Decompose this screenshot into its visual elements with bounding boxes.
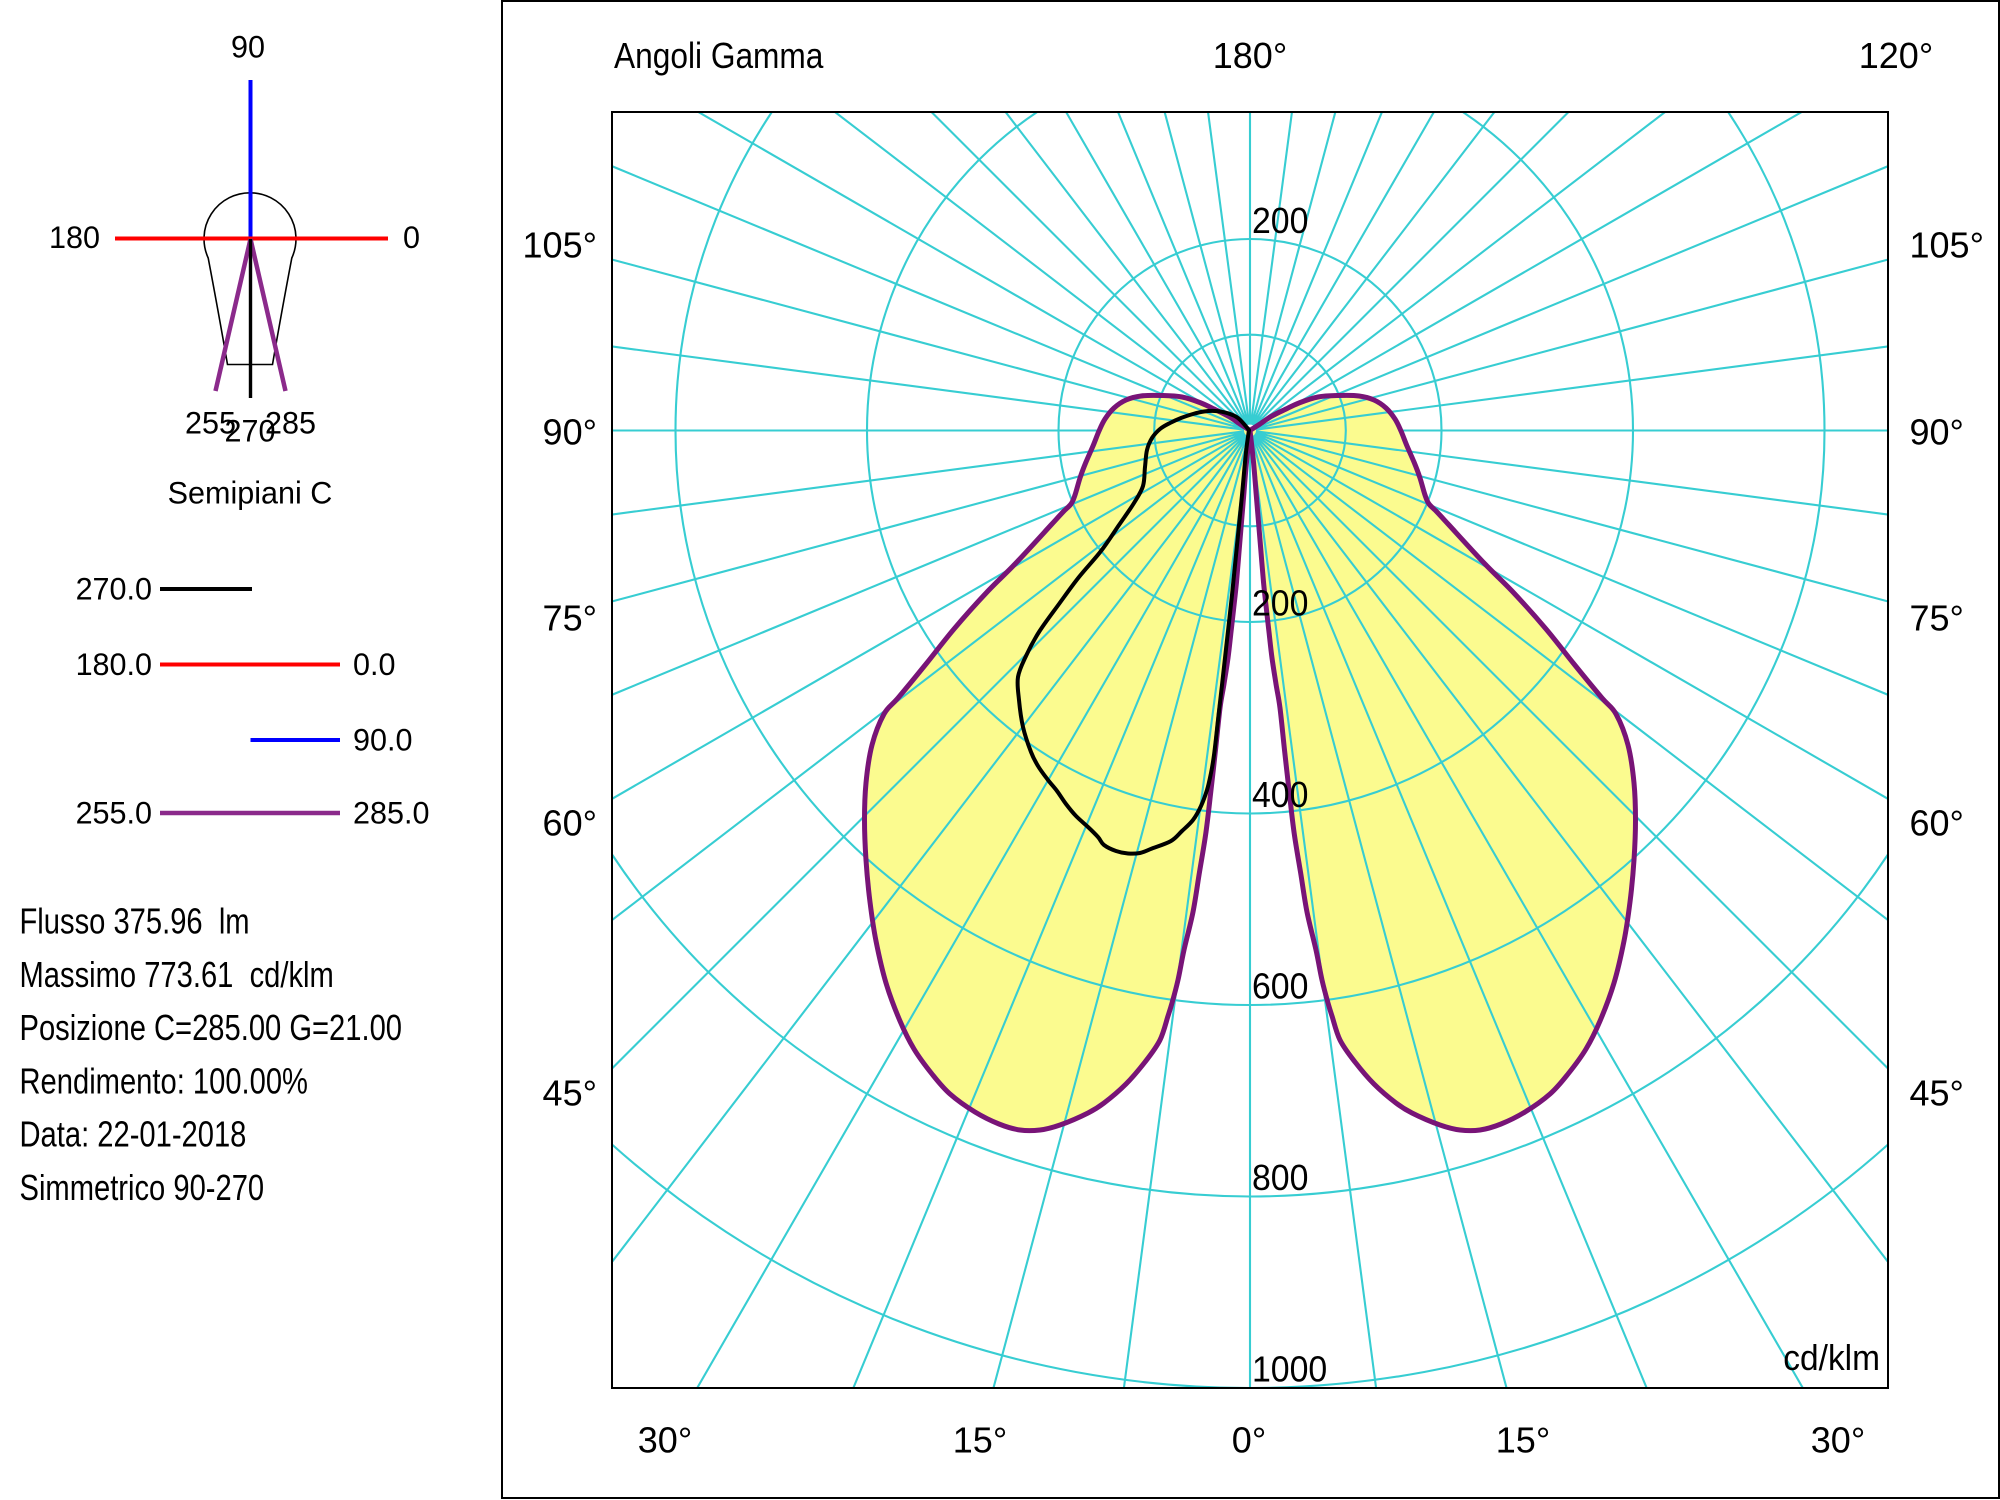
svg-text:Angoli Gamma: Angoli Gamma: [614, 36, 824, 76]
svg-text:0.0: 0.0: [353, 647, 395, 683]
svg-text:Data: 22-01-2018: Data: 22-01-2018: [20, 1114, 247, 1155]
svg-text:90°: 90°: [543, 411, 597, 452]
svg-text:1000: 1000: [1252, 1350, 1327, 1390]
svg-text:600: 600: [1252, 967, 1308, 1007]
svg-text:30°: 30°: [1811, 1419, 1865, 1460]
svg-text:75°: 75°: [543, 597, 597, 638]
svg-text:Simmetrico 90-270: Simmetrico 90-270: [20, 1167, 265, 1208]
svg-text:cd/klm: cd/klm: [1783, 1339, 1880, 1378]
svg-text:30°: 30°: [638, 1419, 692, 1460]
svg-text:45°: 45°: [1910, 1072, 1964, 1113]
svg-text:120°: 120°: [1859, 35, 1933, 76]
svg-text:270: 270: [225, 413, 276, 449]
svg-text:60°: 60°: [543, 802, 597, 843]
svg-text:Massimo 773.61 cd/klm: Massimo 773.61 cd/klm: [20, 954, 334, 995]
svg-text:15°: 15°: [953, 1419, 1007, 1460]
svg-text:0°: 0°: [1232, 1419, 1266, 1460]
svg-text:15°: 15°: [1496, 1419, 1550, 1460]
svg-text:105°: 105°: [523, 224, 597, 265]
svg-text:180°: 180°: [1213, 35, 1287, 76]
svg-text:105°: 105°: [1910, 224, 1984, 265]
svg-text:285.0: 285.0: [353, 795, 429, 831]
svg-text:180: 180: [49, 220, 100, 256]
svg-text:60°: 60°: [1910, 802, 1964, 843]
svg-text:270.0: 270.0: [76, 571, 152, 607]
svg-text:90°: 90°: [1910, 411, 1964, 452]
svg-text:400: 400: [1252, 775, 1308, 815]
svg-text:90.0: 90.0: [353, 722, 412, 758]
svg-text:200: 200: [1252, 584, 1308, 624]
svg-text:800: 800: [1252, 1158, 1308, 1198]
svg-text:285: 285: [265, 405, 316, 441]
svg-text:90: 90: [231, 29, 265, 65]
svg-text:200: 200: [1252, 201, 1308, 241]
svg-text:Rendimento: 100.00%: Rendimento: 100.00%: [20, 1060, 308, 1101]
svg-text:255: 255: [185, 405, 236, 441]
svg-text:255.0: 255.0: [76, 795, 152, 831]
svg-text:75°: 75°: [1910, 597, 1964, 638]
svg-text:0: 0: [403, 220, 420, 256]
svg-text:45°: 45°: [543, 1072, 597, 1113]
svg-text:Semipiani C: Semipiani C: [168, 475, 333, 511]
svg-text:Flusso 375.96 lm: Flusso 375.96 lm: [20, 901, 250, 942]
svg-text:180.0: 180.0: [76, 647, 152, 683]
svg-text:Posizione C=285.00 G=21.00: Posizione C=285.00 G=21.00: [20, 1007, 402, 1048]
